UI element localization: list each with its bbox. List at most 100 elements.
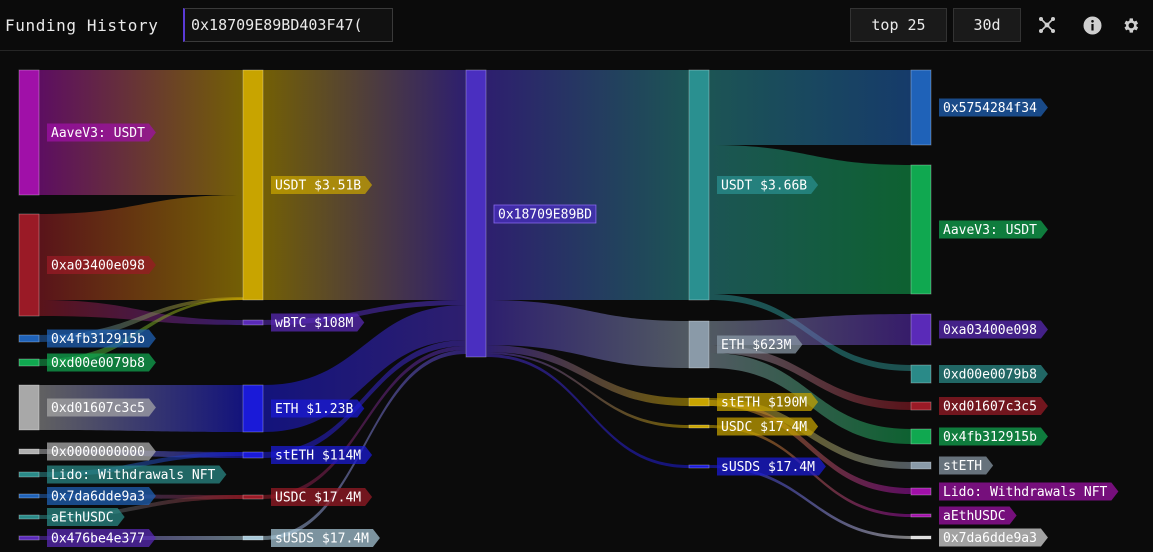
in-token-label[interactable]: USDC $17.4M [271, 488, 373, 506]
in-token-node[interactable] [242, 451, 264, 459]
address-input[interactable] [183, 8, 393, 42]
source-label-text: 0xd00e0079b8 [51, 356, 145, 371]
out-token-label-bg [717, 417, 819, 436]
in-token-label[interactable]: sUSDS $17.4M [271, 529, 380, 547]
source-label-bg [47, 465, 227, 484]
source-label-bg [47, 442, 156, 461]
out-token-node[interactable] [688, 424, 710, 429]
destination-label-bg [939, 427, 1048, 446]
source-label[interactable]: Lido: Withdrawals NFT [47, 465, 227, 484]
out-token-label[interactable]: ETH $623M [717, 335, 803, 354]
link-center-token [486, 345, 689, 406]
destination-label[interactable]: AaveV3: USDT [939, 220, 1048, 239]
source-label[interactable]: 0x0000000000 [47, 442, 156, 461]
source-node[interactable] [18, 493, 40, 499]
out-token-label-bg [717, 457, 826, 476]
destination-label-text: 0x7da6dde9a3 [943, 531, 1037, 546]
source-label[interactable]: 0x4fb312915b [47, 329, 156, 348]
source-node[interactable] [18, 213, 40, 317]
out-token-label[interactable]: sUSDS $17.4M [717, 457, 826, 476]
out-token-node[interactable] [688, 464, 710, 469]
destination-label[interactable]: 0xd01607c3c5 [939, 397, 1048, 415]
gear-icon[interactable] [1120, 15, 1140, 35]
destination-label-text: stETH [943, 459, 982, 474]
destination-node[interactable] [910, 69, 932, 146]
graph-icon[interactable] [1037, 15, 1057, 35]
period-button[interactable]: 30d [953, 8, 1021, 42]
destination-node[interactable] [910, 164, 932, 295]
destination-label[interactable]: 0x7da6dde9a3 [939, 528, 1048, 547]
center-node[interactable] [465, 69, 487, 358]
info-icon[interactable] [1082, 15, 1102, 35]
destination-label[interactable]: 0xd00e0079b8 [939, 365, 1048, 383]
out-token-label[interactable]: stETH $190M [717, 393, 819, 411]
out-token-label[interactable]: USDC $17.4M [717, 417, 819, 436]
destination-label-bg [939, 482, 1119, 501]
source-label[interactable]: 0xa03400e098 [47, 256, 156, 274]
center-label[interactable]: 0x18709E89BD [493, 204, 597, 224]
source-label-bg [47, 123, 156, 142]
out-token-node[interactable] [688, 320, 710, 369]
source-label-text: Lido: Withdrawals NFT [51, 468, 216, 483]
destination-label[interactable]: 0x5754284f34 [939, 98, 1048, 117]
destination-node[interactable] [910, 364, 932, 384]
source-node[interactable] [18, 514, 40, 520]
in-token-label-bg [271, 488, 373, 506]
source-label[interactable]: AaveV3: USDT [47, 123, 156, 142]
source-label-text: AaveV3: USDT [51, 126, 145, 141]
destination-label-bg [939, 456, 994, 475]
link-token-destination [709, 465, 911, 539]
destination-label[interactable]: 0xa03400e098 [939, 320, 1048, 339]
in-token-node[interactable] [242, 319, 264, 326]
link-token-destination [709, 345, 911, 410]
link-token-center [263, 350, 466, 540]
in-token-label-bg [271, 313, 365, 332]
destination-node[interactable] [910, 401, 932, 411]
destination-node[interactable] [910, 461, 932, 470]
destination-label[interactable]: aEthUSDC [939, 506, 1017, 525]
out-token-label[interactable]: USDT $3.66B [717, 176, 819, 194]
link-center-token [486, 300, 689, 368]
source-label[interactable]: 0x476be4e377 [47, 529, 156, 547]
source-label[interactable]: 0xd00e0079b8 [47, 353, 156, 372]
source-node[interactable] [18, 384, 40, 431]
destination-label[interactable]: 0x4fb312915b [939, 427, 1048, 446]
in-token-node[interactable] [242, 494, 264, 500]
source-label[interactable]: aEthUSDC [47, 508, 125, 526]
out-token-label-text: ETH $623M [721, 338, 792, 353]
source-node[interactable] [18, 358, 40, 367]
in-token-label[interactable]: ETH $1.23B [271, 399, 365, 418]
source-node[interactable] [18, 535, 40, 541]
destination-node[interactable] [910, 313, 932, 346]
in-token-node[interactable] [242, 69, 264, 301]
in-token-label-text: ETH $1.23B [275, 402, 353, 417]
destination-node[interactable] [910, 428, 932, 445]
destination-label-bg [939, 365, 1048, 383]
destination-label[interactable]: stETH [939, 456, 994, 475]
destination-node[interactable] [910, 487, 932, 496]
source-label[interactable]: 0xd01607c3c5 [47, 398, 156, 417]
source-label[interactable]: 0x7da6dde9a3 [47, 487, 156, 505]
source-node[interactable] [18, 448, 40, 455]
link-source-token [39, 300, 243, 325]
in-token-node[interactable] [242, 384, 264, 433]
source-label-bg [47, 487, 156, 505]
destination-node[interactable] [910, 535, 932, 540]
destination-node[interactable] [910, 513, 932, 518]
in-token-node[interactable] [242, 535, 264, 541]
out-token-label-bg [717, 335, 803, 354]
source-node[interactable] [18, 471, 40, 478]
source-node[interactable] [18, 334, 40, 343]
destination-label-text: 0xa03400e098 [943, 323, 1037, 338]
in-token-label-text: USDT $3.51B [275, 179, 361, 194]
destination-label[interactable]: Lido: Withdrawals NFT [939, 482, 1119, 501]
destination-label-text: 0x5754284f34 [943, 101, 1037, 116]
out-token-node[interactable] [688, 397, 710, 407]
out-token-node[interactable] [688, 69, 710, 301]
top-count-button[interactable]: top 25 [850, 8, 947, 42]
destination-label-bg [939, 98, 1048, 117]
in-token-label[interactable]: stETH $114M [271, 446, 373, 464]
in-token-label[interactable]: USDT $3.51B [271, 176, 373, 194]
source-node[interactable] [18, 69, 40, 196]
in-token-label[interactable]: wBTC $108M [271, 313, 365, 332]
